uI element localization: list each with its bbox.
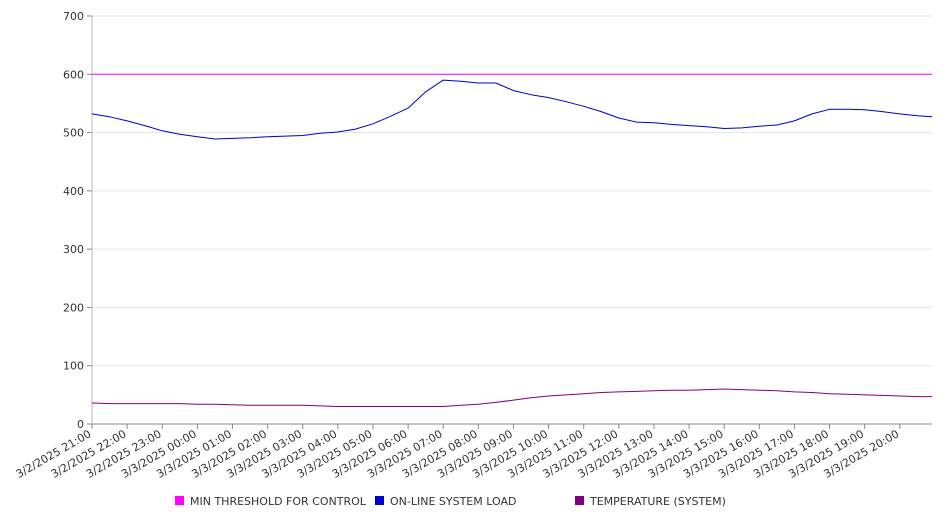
legend-label: TEMPERATURE (SYSTEM) — [589, 495, 726, 508]
x-axis-tick-labels: 3/2/2025 21:003/2/2025 22:003/2/2025 23:… — [14, 427, 902, 481]
series-line-on-line-system-load — [91, 79, 933, 140]
y-tick-label: 200 — [63, 301, 84, 314]
y-tick-label: 100 — [63, 360, 84, 373]
y-tick-label: 700 — [63, 10, 84, 23]
legend-swatch — [175, 496, 184, 505]
legend-item: TEMPERATURE (SYSTEM) — [575, 495, 726, 508]
legend-label: ON-LINE SYSTEM LOAD — [390, 495, 516, 508]
grid-lines — [92, 15, 932, 367]
legend-label: MIN THRESHOLD FOR CONTROL — [190, 495, 367, 508]
legend-item: ON-LINE SYSTEM LOAD — [375, 495, 516, 508]
legend-swatch — [375, 496, 384, 505]
y-axis-tick-labels: 0 100 200 300 400 500 600 700 — [63, 10, 84, 431]
y-tick-label: 400 — [63, 185, 84, 198]
legend-item: MIN THRESHOLD FOR CONTROL — [175, 495, 367, 508]
legend-swatch — [575, 496, 584, 505]
series-line-temperature-system — [91, 388, 932, 407]
y-tick-label: 300 — [63, 243, 84, 256]
axes — [87, 15, 932, 429]
y-tick-label: 600 — [63, 68, 84, 81]
series-lines — [91, 73, 933, 407]
legend: MIN THRESHOLD FOR CONTROL ON-LINE SYSTEM … — [175, 495, 726, 508]
y-tick-label: 500 — [63, 127, 84, 140]
y-tick-label: 0 — [77, 418, 84, 431]
